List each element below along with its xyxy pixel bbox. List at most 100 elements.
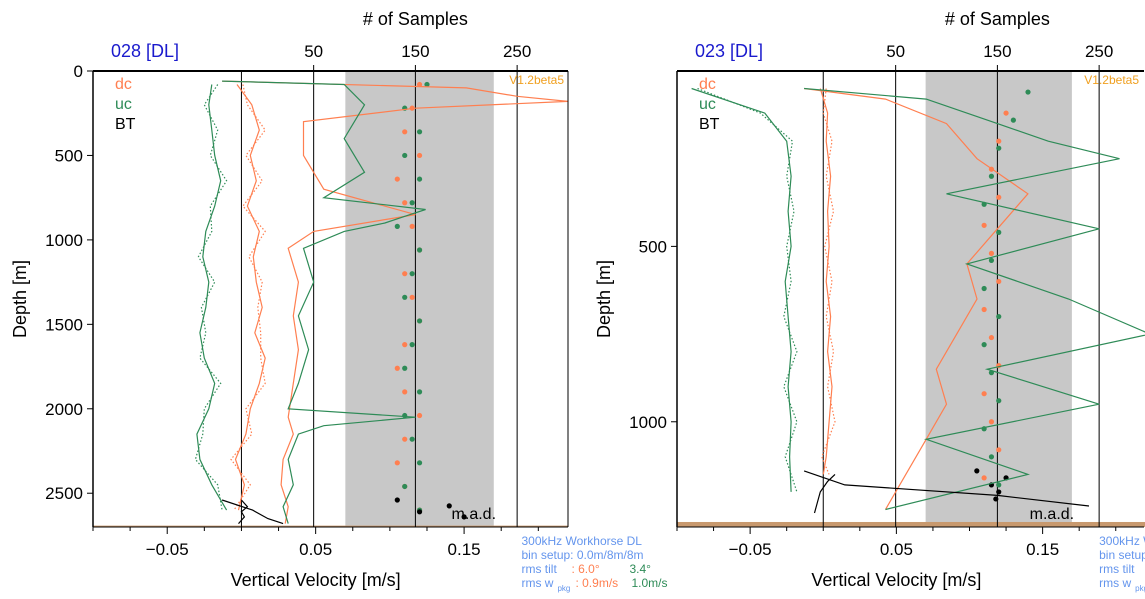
mad-point-dc — [416, 412, 423, 419]
velocity-line-uc — [691, 87, 792, 492]
samples-line-dc — [804, 87, 1029, 510]
legend-dc: dc — [115, 76, 132, 93]
samples-line-BT — [221, 499, 284, 525]
samples-line-dc — [222, 80, 568, 524]
chart-title: 023 [DL] — [695, 41, 763, 61]
y-tick-label: 2500 — [45, 484, 83, 503]
mad-point-dc — [1003, 110, 1009, 116]
mad-point-dc — [988, 334, 995, 341]
mad-point-uc — [402, 294, 408, 300]
mad-point-dc — [409, 294, 415, 300]
mad-point-uc — [402, 412, 408, 419]
chart-title: 028 [DL] — [111, 41, 179, 61]
info-bin-setup: bin setup: 0.0m/8m/8m — [521, 548, 643, 562]
legend-BT: BT — [699, 116, 720, 133]
mad-point-uc — [996, 229, 1002, 235]
y-tick-label: 2000 — [45, 400, 83, 419]
y-tick-label: 1000 — [45, 231, 83, 250]
mad-point-uc — [981, 285, 987, 292]
mad-point-dc — [996, 278, 1002, 285]
mad-point-dc — [394, 176, 400, 182]
top-tick-label: 150 — [983, 42, 1011, 61]
mad-point-uc — [1025, 89, 1031, 95]
mad-point-BT — [416, 509, 423, 515]
mad-point-uc — [402, 365, 408, 371]
mad-point-dc — [402, 271, 408, 277]
mad-band — [345, 71, 494, 527]
mad-point-BT — [993, 496, 999, 502]
info-rms-w-label: rms w — [521, 576, 553, 590]
velocity-line-BT — [238, 499, 249, 524]
mad-label: m.a.d. — [1030, 506, 1074, 523]
info-rms-w-sub: pkg — [1135, 584, 1145, 593]
mad-point-dc — [981, 475, 987, 481]
mad-point-dc — [988, 419, 995, 425]
info-bin-setup: bin setup: 0.0m/8m/8m — [1099, 548, 1145, 562]
legend-dc: dc — [699, 76, 716, 93]
mad-point-uc — [988, 257, 995, 264]
mad-point-dc — [416, 152, 423, 159]
top-tick-label: 150 — [401, 42, 429, 61]
version-label: V1.2beta5 — [1084, 73, 1139, 87]
mad-point-dc — [402, 436, 408, 442]
legend-BT: BT — [115, 116, 136, 133]
mad-point-uc — [988, 173, 995, 179]
mad-point-uc — [996, 482, 1002, 488]
x-tick-label: 0.15 — [448, 540, 481, 559]
info-rms-tilt-uc: 3.4° — [629, 562, 651, 576]
mad-point-uc — [409, 271, 415, 277]
mad-point-BT — [394, 497, 400, 503]
info-rms-w-dc: : 0.9m/s — [575, 576, 618, 590]
top-tick-label: 250 — [1085, 42, 1113, 61]
mad-point-uc — [996, 313, 1002, 320]
top-axis-label: # of Samples — [363, 9, 468, 29]
info-instrument: 300kHz Workhorse DL — [1099, 534, 1145, 548]
mad-point-uc — [402, 483, 408, 490]
version-label: V1.2beta5 — [509, 73, 564, 87]
mad-point-uc — [416, 176, 423, 182]
samples-line-uc — [222, 80, 426, 524]
mad-point-dc — [996, 194, 1002, 200]
velocity-line-dc — [819, 88, 833, 475]
samples-line-uc — [804, 87, 1145, 511]
mad-point-uc — [409, 342, 415, 348]
mad-point-uc — [402, 152, 408, 159]
mad-point-dc — [996, 447, 1002, 453]
info-rms-w-label: rms w — [1099, 576, 1131, 590]
top-tick-label: 250 — [503, 42, 531, 61]
x-tick-label: 0.15 — [1026, 540, 1059, 559]
mad-point-uc — [424, 81, 430, 88]
x-tick-label: 0.05 — [880, 540, 913, 559]
mad-point-uc — [416, 318, 423, 324]
velocity-dotted-dc — [230, 84, 266, 511]
mad-point-dc — [394, 460, 400, 466]
mad-point-uc — [409, 200, 415, 206]
mad-point-uc — [416, 460, 423, 466]
y-tick-label: 1000 — [629, 413, 667, 432]
mad-point-dc — [996, 138, 1002, 144]
mad-point-dc — [416, 81, 423, 88]
y-axis-label: Depth [m] — [594, 260, 614, 338]
velocity-line-BT — [813, 473, 836, 514]
seabed-bar — [93, 525, 568, 527]
chart-1: 50 150 250 500 1000 −0.05 0.05 0.15 023 [DL] # of… — [594, 9, 1145, 593]
info-rms-w-sub: pkg — [557, 584, 570, 593]
info-rms-tilt-label: rms tilt — [521, 562, 557, 576]
top-tick-label: 50 — [304, 42, 323, 61]
y-tick-label: 1500 — [45, 315, 83, 334]
mad-point-dc — [981, 391, 987, 397]
y-tick-label: 0 — [74, 62, 83, 81]
mad-point-dc — [402, 389, 408, 395]
velocity-dotted-uc — [697, 87, 798, 493]
y-tick-label: 500 — [55, 146, 83, 165]
mad-point-dc — [402, 200, 408, 206]
mad-point-uc — [409, 436, 415, 442]
mad-point-dc — [988, 250, 995, 256]
info-rms-tilt-dc: : 6.0° — [571, 562, 599, 576]
mad-point-uc — [981, 342, 987, 348]
mad-point-uc — [394, 223, 400, 229]
mad-point-uc — [416, 247, 423, 253]
mad-point-dc — [402, 342, 408, 348]
